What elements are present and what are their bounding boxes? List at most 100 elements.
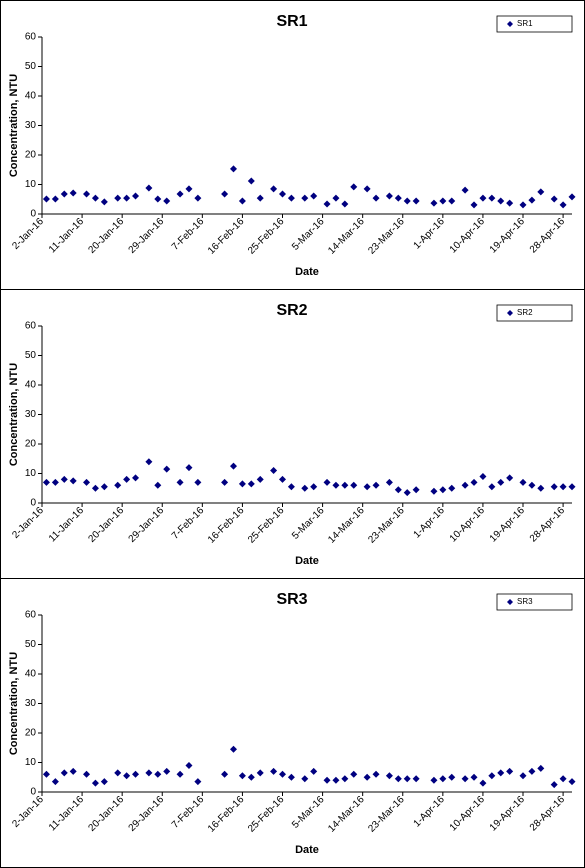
data-point — [350, 183, 358, 191]
data-point — [132, 770, 140, 778]
data-point — [372, 194, 380, 202]
data-point — [341, 775, 349, 783]
data-point — [461, 481, 469, 489]
data-point — [247, 177, 255, 185]
data-point — [412, 197, 420, 205]
data-point — [42, 195, 50, 203]
data-point — [221, 190, 229, 198]
data-point — [430, 776, 438, 784]
data-point — [83, 770, 91, 778]
y-tick-label: 20 — [25, 439, 37, 450]
data-point — [394, 775, 402, 783]
data-point — [114, 194, 122, 202]
legend: SR2 — [496, 304, 573, 322]
data-point — [69, 477, 77, 485]
data-point — [430, 487, 438, 495]
data-point — [60, 475, 68, 483]
data-point — [230, 165, 238, 173]
data-point — [341, 200, 349, 208]
data-point — [287, 483, 295, 491]
data-point — [550, 195, 558, 203]
data-point — [247, 773, 255, 781]
y-tick-label: 60 — [25, 32, 37, 43]
data-point — [194, 194, 202, 202]
legend-box — [496, 304, 573, 322]
x-axis-title: Date — [295, 844, 319, 856]
data-point — [412, 486, 420, 494]
legend-marker — [507, 310, 513, 316]
data-point — [479, 194, 487, 202]
data-point — [430, 199, 438, 207]
legend-box — [496, 15, 573, 33]
y-tick-label: 50 — [25, 350, 37, 361]
data-point — [394, 194, 402, 202]
y-tick-label: 20 — [25, 150, 37, 161]
data-point — [51, 478, 59, 486]
data-point — [91, 484, 99, 492]
data-point — [479, 779, 487, 787]
data-point — [470, 478, 478, 486]
data-point — [132, 192, 140, 200]
legend-marker — [507, 599, 513, 605]
data-point — [310, 192, 318, 200]
data-point — [528, 767, 536, 775]
data-point — [332, 194, 340, 202]
data-point — [439, 486, 447, 494]
plot-area — [42, 37, 572, 214]
y-tick-label: 60 — [25, 321, 37, 332]
data-point — [310, 483, 318, 491]
data-point — [497, 197, 505, 205]
chart-title: SR2 — [276, 302, 307, 319]
data-point — [270, 467, 278, 475]
y-tick-label: 50 — [25, 61, 37, 72]
data-point — [69, 767, 77, 775]
data-point — [100, 198, 108, 206]
data-point — [439, 197, 447, 205]
data-point — [221, 770, 229, 778]
data-point — [123, 194, 131, 202]
data-point — [550, 483, 558, 491]
data-point — [497, 769, 505, 777]
data-point — [519, 201, 527, 209]
data-point — [185, 464, 193, 472]
data-point — [323, 200, 331, 208]
legend-label: SR3 — [517, 597, 533, 606]
data-point — [100, 778, 108, 786]
data-point — [114, 769, 122, 777]
data-point — [403, 775, 411, 783]
y-axis-title: Concentration, NTU — [8, 652, 20, 755]
data-point — [488, 483, 496, 491]
data-point — [256, 769, 264, 777]
data-point — [323, 776, 331, 784]
data-point — [238, 197, 246, 205]
data-point — [448, 773, 456, 781]
data-point — [461, 186, 469, 194]
data-point — [247, 480, 255, 488]
data-point — [91, 194, 99, 202]
data-point — [439, 775, 447, 783]
data-point — [301, 194, 309, 202]
data-point — [332, 481, 340, 489]
legend: SR1 — [496, 15, 573, 33]
data-point — [488, 194, 496, 202]
data-point — [230, 745, 238, 753]
y-tick-label: 20 — [25, 728, 37, 739]
data-point — [42, 478, 50, 486]
x-axis-title: Date — [295, 266, 319, 278]
data-point — [550, 781, 558, 789]
y-tick-label: 50 — [25, 639, 37, 650]
data-point — [461, 775, 469, 783]
data-point — [69, 189, 77, 197]
data-point — [537, 484, 545, 492]
legend: SR3 — [496, 593, 573, 611]
data-point — [145, 769, 153, 777]
data-point — [528, 196, 536, 204]
data-point — [506, 199, 514, 207]
data-point — [403, 197, 411, 205]
data-point — [332, 776, 340, 784]
data-point — [238, 480, 246, 488]
